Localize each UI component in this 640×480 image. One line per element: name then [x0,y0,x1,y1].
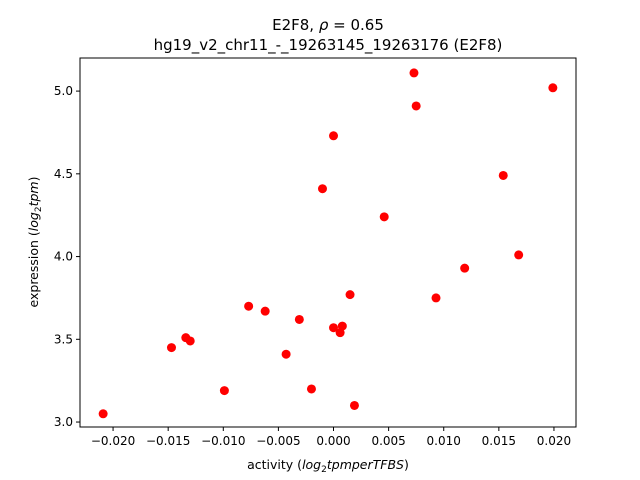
data-point [460,263,470,273]
data-point [329,323,339,333]
x-tick-label: 0.010 [427,434,461,448]
data-point [219,386,229,396]
plot-area-frame [79,57,577,428]
chart-title-line2: hg19_v2_chr11_-_19263145_19263176 (E2F8) [154,36,503,55]
data-point [514,250,524,260]
data-point [294,314,304,324]
x-tick-label: 0.005 [371,434,405,448]
data-point [166,343,176,353]
data-point [244,301,254,311]
y-tick-label: 4.5 [54,167,73,181]
data-point [411,101,421,111]
data-point [98,409,108,419]
data-point [409,68,419,78]
data-point [548,83,558,93]
x-tick-label: −0.005 [256,434,300,448]
y-tick-label: 3.0 [54,415,73,429]
data-point [337,321,347,331]
y-axis-ticks: 3.0 3.5 4.0 4.5 5.0 [54,84,80,429]
x-tick-label: 0.000 [316,434,350,448]
x-tick-label: 0.015 [482,434,516,448]
x-axis-ticks: −0.020 −0.015 −0.010 −0.005 0.000 0.005 0.010 0… [91,427,571,448]
chart-title-line1: E2F8, ρ = 0.65 [272,16,384,34]
data-point [498,170,508,180]
x-tick-label: −0.010 [201,434,245,448]
data-point [329,131,339,141]
data-points [98,68,558,419]
data-point [317,184,327,194]
data-point [431,293,441,303]
data-point [349,400,359,410]
y-axis-label: expression (log2tpm) [26,177,44,308]
y-tick-label: 3.5 [54,332,73,346]
y-tick-label: 5.0 [54,84,73,98]
x-tick-label: 0.020 [537,434,571,448]
y-tick-label: 4.0 [54,250,73,264]
data-point [260,306,270,316]
data-point [306,384,316,394]
data-point [345,290,355,300]
data-point [185,336,195,346]
x-tick-label: −0.015 [146,434,190,448]
x-tick-label: −0.020 [91,434,135,448]
data-point [281,349,291,359]
data-point [379,212,389,222]
x-axis-label: activity (log2tpmperTFBS) [247,457,409,475]
